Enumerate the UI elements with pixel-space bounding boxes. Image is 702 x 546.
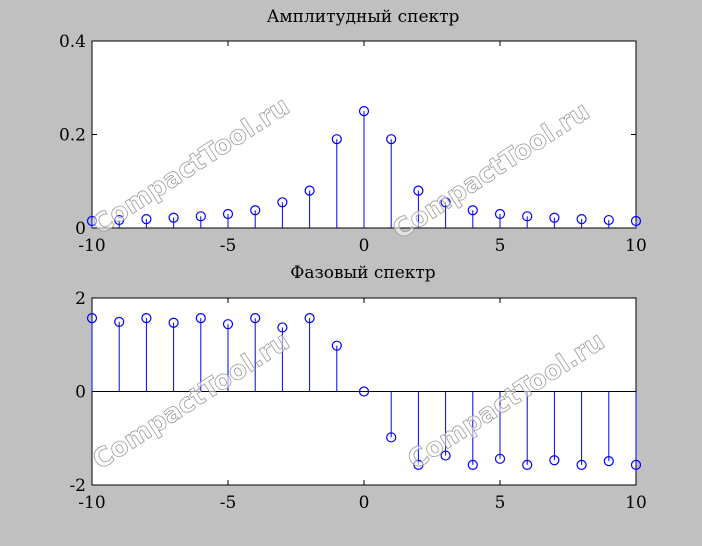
amplitude-xtick-label: 10	[625, 236, 647, 256]
amplitude-xtick-label: 0	[359, 236, 370, 256]
phase-stem-marker	[331, 340, 342, 351]
phase-stem-marker	[195, 313, 206, 324]
amplitude-spectrum-axes: Амплитудный спектр -10 -5 0 5 10 0 0.2 0.4	[59, 7, 647, 256]
phase-stem-marker	[494, 453, 506, 464]
amplitude-stem-marker	[304, 185, 315, 196]
phase-spectrum-title: Фазовый спектр	[290, 263, 436, 283]
phase-stem-marker	[630, 459, 642, 470]
phase-stem-marker	[304, 313, 315, 324]
phase-stem-marker	[222, 319, 234, 330]
amplitude-xtick-label: -10	[78, 236, 105, 256]
amplitude-stem-marker	[413, 185, 424, 196]
amplitude-stem-marker	[168, 212, 179, 223]
phase-ytick-label: 0	[75, 383, 86, 403]
phase-stem-marker	[386, 432, 397, 443]
phase-stem-marker	[413, 459, 424, 470]
phase-spectrum-axes: Фазовый спектр -10 -5 0 5 10 -2 0 2	[69, 263, 646, 513]
amplitude-stem-marker	[522, 211, 533, 222]
amplitude-xtick-label: 5	[495, 236, 506, 256]
phase-stem-marker	[576, 459, 587, 470]
amplitude-stem-marker	[114, 214, 125, 226]
phase-stem-marker	[86, 313, 98, 324]
amplitude-stem-marker	[358, 106, 370, 117]
phase-stem-marker	[141, 313, 152, 324]
phase-xtick-label: 5	[495, 493, 506, 513]
amplitude-ytick-label: 0.4	[59, 32, 86, 52]
phase-stem-marker	[467, 459, 478, 470]
phase-stem-marker	[168, 317, 179, 328]
amplitude-stem-marker	[467, 205, 478, 216]
amplitude-spectrum-title: Амплитудный спектр	[267, 7, 460, 27]
amplitude-stem-marker	[195, 211, 206, 222]
amplitude-stem-marker	[222, 208, 234, 220]
phase-stem-marker	[114, 316, 125, 327]
amplitude-xtick-label: -5	[220, 236, 237, 256]
phase-stem-marker	[250, 313, 261, 324]
amplitude-stem-marker	[440, 197, 451, 208]
amplitude-stem-marker	[86, 215, 98, 227]
phase-stem-marker	[277, 322, 288, 333]
amplitude-stem-marker	[277, 197, 288, 208]
phase-stem-marker	[358, 386, 370, 397]
amplitude-stem-marker	[250, 205, 261, 216]
phase-stems	[86, 313, 642, 470]
amplitude-stem-marker	[576, 214, 587, 225]
amplitude-stem-marker	[331, 134, 342, 145]
phase-xtick-label: 0	[359, 493, 370, 513]
phase-stem-marker	[522, 459, 533, 470]
amplitude-stem-marker	[141, 214, 152, 225]
phase-xtick-label: -5	[220, 493, 237, 513]
amplitude-stem-marker	[630, 215, 642, 227]
amplitude-stems	[86, 106, 642, 228]
amplitude-ticks: -10 -5 0 5 10 0 0.2 0.4	[59, 32, 647, 256]
phase-xtick-label: 10	[625, 493, 647, 513]
amplitude-stem-marker	[386, 134, 397, 145]
phase-stem-marker	[440, 450, 451, 461]
amplitude-stem-marker	[494, 208, 506, 220]
amplitude-stem-marker	[603, 214, 614, 226]
phase-stem-marker	[603, 456, 614, 467]
phase-xtick-label: -10	[78, 493, 105, 513]
phase-stem-marker	[549, 455, 560, 466]
amplitude-ytick-label: 0.2	[59, 126, 86, 146]
amplitude-stem-marker	[549, 212, 560, 223]
phase-ytick-label: 2	[75, 289, 86, 309]
amplitude-ytick-label: 0	[75, 219, 86, 239]
phase-ytick-label: -2	[69, 476, 86, 496]
phase-ticks: -10 -5 0 5 10 -2 0 2	[69, 289, 646, 513]
